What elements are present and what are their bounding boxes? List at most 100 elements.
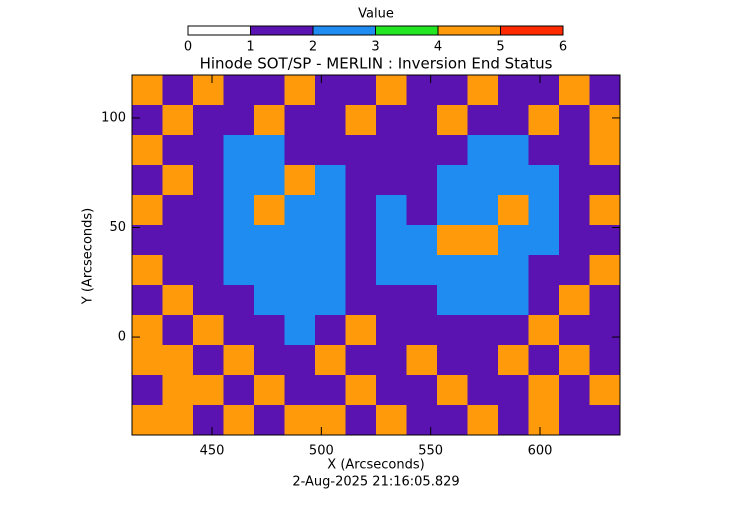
heatmap-cell [162, 105, 194, 136]
heatmap-cell [437, 105, 468, 136]
heatmap-cell [132, 315, 163, 346]
heatmap-cell [193, 255, 224, 286]
heatmap-cell [406, 345, 438, 376]
heatmap-cell [559, 195, 590, 226]
heatmap-cell [467, 105, 499, 136]
heatmap-cell [406, 105, 438, 136]
heatmap-cell [284, 255, 316, 286]
heatmap-cell [528, 405, 560, 436]
heatmap-cell [467, 285, 499, 316]
y-tick-label: 100 [101, 110, 126, 125]
heatmap-cell [437, 255, 468, 286]
heatmap-cell [132, 75, 163, 106]
heatmap-cell [254, 405, 285, 436]
heatmap-cell [589, 405, 621, 436]
heatmap-cell [254, 255, 285, 286]
heatmap-cell [162, 225, 194, 256]
heatmap-cell [528, 285, 560, 316]
colorbar-segment [438, 26, 501, 35]
colorbar-tick-label: 4 [434, 40, 442, 55]
heatmap-cell [315, 165, 346, 196]
heatmap-cell [132, 135, 163, 166]
colorbar-tick-label: 2 [309, 40, 317, 55]
x-tick-label: 600 [528, 444, 553, 459]
heatmap-cell [162, 195, 194, 226]
heatmap-cell [406, 315, 438, 346]
heatmap-cell [315, 195, 346, 226]
heatmap-cell [406, 225, 438, 256]
x-axis-label: X (Arcseconds) [327, 458, 424, 473]
heatmap-cell [467, 315, 499, 346]
heatmap-cell [132, 405, 163, 436]
heatmap-cell [437, 405, 468, 436]
colorbar-tick-label: 3 [371, 40, 379, 55]
heatmap-cell [223, 285, 255, 316]
heatmap-cell [406, 375, 438, 406]
heatmap-cell [223, 75, 255, 106]
heatmap-cell [162, 75, 194, 106]
heatmap-cell [162, 315, 194, 346]
heatmap-cell [559, 315, 590, 346]
heatmap-cell [589, 135, 621, 166]
heatmap-cell [254, 165, 285, 196]
heatmap-cell [589, 105, 621, 136]
y-tick-label: 50 [109, 220, 126, 235]
heatmap-cell [406, 135, 438, 166]
heatmap-cell [223, 195, 255, 226]
heatmap-cell [284, 135, 316, 166]
x-tick-label: 450 [200, 444, 225, 459]
heatmap-cell [254, 345, 285, 376]
heatmap-cell [284, 195, 316, 226]
chart-title: Hinode SOT/SP - MERLIN : Inversion End S… [200, 55, 553, 73]
heatmap-cell [223, 255, 255, 286]
heatmap-cell [437, 75, 468, 106]
heatmap-cell [223, 405, 255, 436]
heatmap-cell [132, 225, 163, 256]
heatmap-cell [437, 375, 468, 406]
colorbar-segment [250, 26, 313, 35]
heatmap-cell [162, 135, 194, 166]
heatmap-cell [559, 75, 590, 106]
heatmap-cell [132, 165, 163, 196]
heatmap-cell [376, 375, 407, 406]
heatmap-cell [193, 135, 224, 166]
heatmap-cell [589, 315, 621, 346]
heatmap-cell [223, 345, 255, 376]
heatmap-cell [345, 105, 377, 136]
heatmap-cell [376, 405, 407, 436]
heatmap-cell [193, 105, 224, 136]
heatmap-cell [528, 315, 560, 346]
heatmap-cell [406, 285, 438, 316]
heatmap-cell [437, 285, 468, 316]
heatmap-cell [345, 345, 377, 376]
heatmap-cell [162, 375, 194, 406]
heatmap-cell [589, 285, 621, 316]
heatmap-cell [498, 135, 529, 166]
heatmap-cell [467, 75, 499, 106]
heatmap-cell [132, 375, 163, 406]
heatmap-cell [559, 225, 590, 256]
heatmap-cell [559, 165, 590, 196]
heatmap-cell [223, 105, 255, 136]
heatmap-cell [498, 105, 529, 136]
heatmap-cell [193, 315, 224, 346]
heatmap-cell [315, 375, 346, 406]
heatmap-cell [193, 75, 224, 106]
heatmap-cell [498, 375, 529, 406]
heatmap-cell [254, 285, 285, 316]
heatmap-cell [376, 345, 407, 376]
heatmap-cell [193, 165, 224, 196]
heatmap-cell [376, 285, 407, 316]
heatmap-cell [528, 195, 560, 226]
heatmap-cell [223, 135, 255, 166]
y-axis-label: Y (Arcseconds) [81, 208, 96, 305]
heatmap-cell [132, 285, 163, 316]
colorbar-segment [500, 26, 563, 35]
heatmap-cell [467, 345, 499, 376]
heatmap-cell [589, 195, 621, 226]
colorbar-tick-label: 0 [184, 40, 192, 55]
heatmap-cell [559, 255, 590, 286]
heatmap-cell [315, 315, 346, 346]
heatmap-cell [559, 405, 590, 436]
heatmap-cell [284, 315, 316, 346]
